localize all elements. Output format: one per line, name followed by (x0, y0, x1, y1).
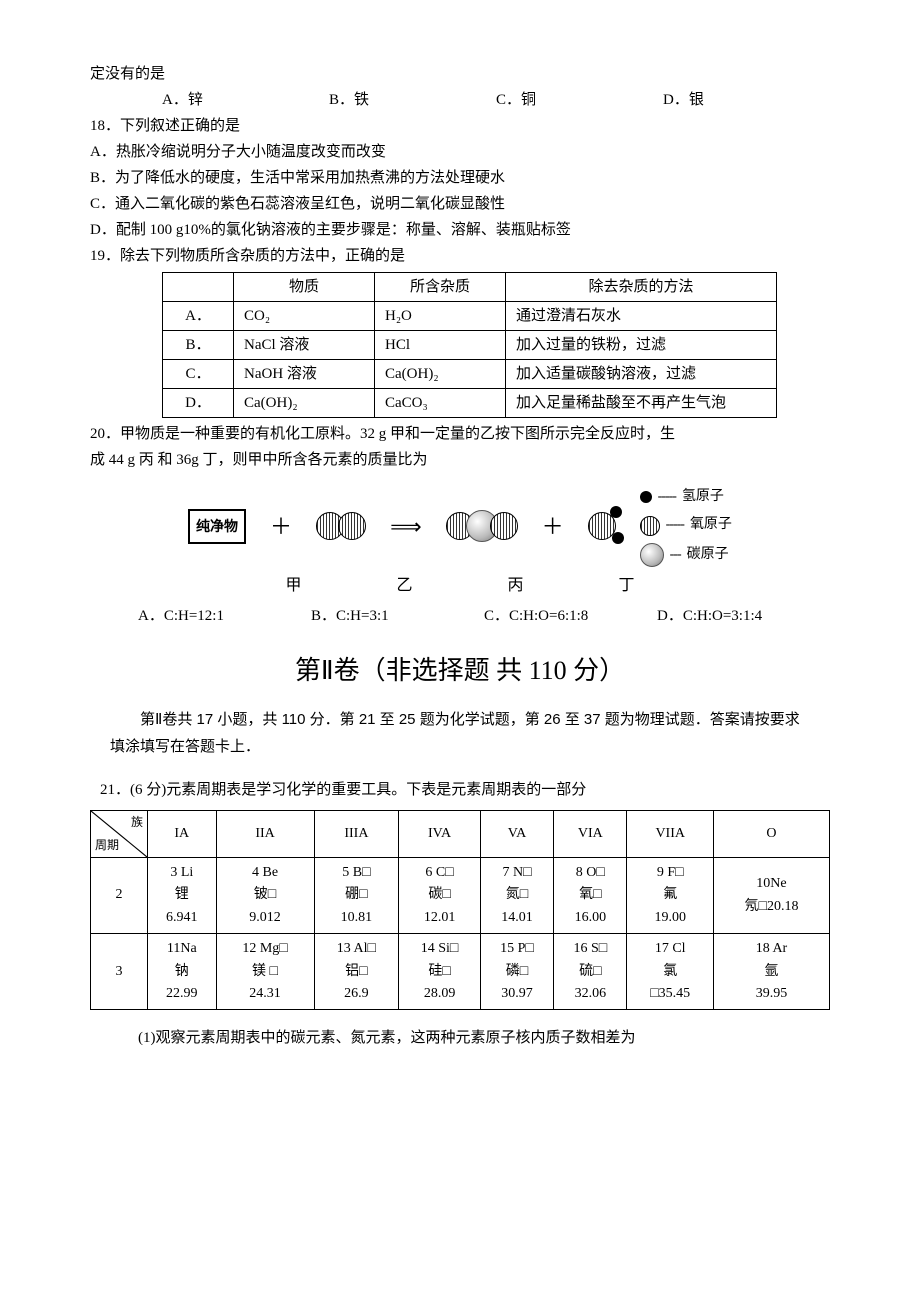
table-row: A． CO₂ H₂O 通过澄清石灰水 (163, 302, 777, 331)
q19-h0 (163, 273, 234, 302)
label-bing: 丙 (508, 573, 524, 599)
q20-options: A．C:H=12:1 B．C:H=3:1 C．C:H:O=6:1:8 D．C:H… (138, 604, 830, 628)
q19-h1: 物质 (234, 273, 375, 302)
period-2: 2 (91, 857, 148, 933)
legend-c: 碳原子 (687, 544, 729, 566)
q20-labels: 甲 乙 丙 丁 (90, 573, 830, 599)
legend-h: 氢原子 (682, 486, 724, 508)
q18-opt-d[interactable]: D．配制 100 g10%的氯化钠溶液的主要步骤是：称量、溶解、装瓶贴标签 (90, 218, 830, 242)
header-zu: 族 (131, 813, 143, 832)
cell-c: 6 C□碳□12.01 (399, 857, 481, 933)
table-row: 3 11Na钠22.99 12 Mg□镁 □24.31 13 Al□铝□26.9… (91, 934, 830, 1010)
q21-stem: 21．(6 分)元素周期表是学习化学的重要工具。下表是元素周期表的一部分 (100, 778, 830, 802)
q19-r2c0[interactable]: C． (163, 360, 234, 389)
table-row: C． NaOH 溶液 Ca(OH)₂ 加入适量碳酸钠溶液，过滤 (163, 360, 777, 389)
q20-opt-b[interactable]: B．C:H=3:1 (311, 604, 484, 628)
q18-opt-a[interactable]: A．热胀冷缩说明分子大小随温度改变而改变 (90, 140, 830, 164)
cell-ar: 18 Ar氩39.95 (713, 934, 829, 1010)
period-3: 3 (91, 934, 148, 1010)
q17-opt-c[interactable]: C．铜 (496, 88, 663, 112)
q18-stem: 18．下列叙述正确的是 (90, 114, 830, 138)
q20-stem2: 成 44 g 丙 和 36g 丁，则甲中所含各元素的质量比为 (90, 448, 830, 472)
q19-r3c1: Ca(OH)₂ (234, 389, 375, 418)
q19-h3: 除去杂质的方法 (506, 273, 777, 302)
cell-ne: 10Ne氖□20.18 (713, 857, 829, 933)
table-row: 2 3 Li锂6.941 4 Be铍□9.012 5 B□硼□10.81 6 C… (91, 857, 830, 933)
q19-r3c2: CaCO₃ (375, 389, 506, 418)
atom-legend: -----氢原子 -----氧原子 ---碳原子 (640, 486, 732, 567)
cell-b: 5 B□硼□10.81 (314, 857, 399, 933)
q17-options: A．锌 B．铁 C．铜 D．银 (162, 88, 830, 112)
label-ding: 丁 (619, 573, 635, 599)
q21-sub1: (1)观察元素周期表中的碳元素、氮元素，这两种元素原子核内质子数相差为 (138, 1026, 830, 1050)
q19-r0c3: 通过澄清石灰水 (506, 302, 777, 331)
q20-opt-c[interactable]: C．C:H:O=6:1:8 (484, 604, 657, 628)
section2-title: 第Ⅱ卷（非选择题 共 110 分） (90, 650, 830, 692)
q19-r2c2: Ca(OH)₂ (375, 360, 506, 389)
table-row: D． Ca(OH)₂ CaCO₃ 加入足量稀盐酸至不再产生气泡 (163, 389, 777, 418)
col-o: O (713, 810, 829, 857)
q20-opt-d[interactable]: D．C:H:O=3:1:4 (657, 604, 830, 628)
cell-al: 13 Al□铝□26.9 (314, 934, 399, 1010)
cell-na: 11Na钠22.99 (148, 934, 217, 1010)
cell-be: 4 Be铍□9.012 (216, 857, 314, 933)
cell-si: 14 Si□硅□28.09 (399, 934, 481, 1010)
col-ia: IA (148, 810, 217, 857)
q21-diag-header: 族 周期 (91, 810, 148, 857)
q19-stem: 19．除去下列物质所含杂质的方法中，正确的是 (90, 244, 830, 268)
q17-opt-d[interactable]: D．银 (663, 88, 830, 112)
cell-cl: 17 Cl氯□35.45 (627, 934, 713, 1010)
col-via: VIA (554, 810, 627, 857)
section2-desc: 第Ⅱ卷共 17 小题，共 110 分．第 21 至 25 题为化学试题，第 26… (110, 706, 810, 760)
q19-r3c0[interactable]: D． (163, 389, 234, 418)
cell-p: 15 P□磷□30.97 (480, 934, 553, 1010)
molecule-h2o (588, 512, 616, 540)
q19-r0c1: CO₂ (234, 302, 375, 331)
q19-r1c2: HCl (375, 331, 506, 360)
col-va: VA (480, 810, 553, 857)
cell-f: 9 F□氟19.00 (627, 857, 713, 933)
table-row: B． NaCl 溶液 HCl 加入过量的铁粉，过滤 (163, 331, 777, 360)
q19-table: 物质 所含杂质 除去杂质的方法 A． CO₂ H₂O 通过澄清石灰水 B． Na… (162, 272, 777, 418)
q21-periodic-table: 族 周期 IA IIA IIIA IVA VA VIA VIIA O 2 3 L… (90, 810, 830, 1010)
q18-opt-c[interactable]: C．通入二氧化碳的紫色石蕊溶液呈红色，说明二氧化碳显酸性 (90, 192, 830, 216)
q19-r2c1: NaOH 溶液 (234, 360, 375, 389)
pure-substance-box: 纯净物 (188, 509, 246, 543)
q19-r1c3: 加入过量的铁粉，过滤 (506, 331, 777, 360)
q19-r1c0[interactable]: B． (163, 331, 234, 360)
label-jia: 甲 (285, 573, 301, 599)
q20-stem1: 20．甲物质是一种重要的有机化工原料。32 g 甲和一定量的乙按下图所示完全反应… (90, 422, 830, 446)
q19-r3c3: 加入足量稀盐酸至不再产生气泡 (506, 389, 777, 418)
col-iva: IVA (399, 810, 481, 857)
label-yi: 乙 (396, 573, 412, 599)
q18-opt-b[interactable]: B．为了降低水的硬度，生活中常采用加热煮沸的方法处理硬水 (90, 166, 830, 190)
cell-mg: 12 Mg□镁 □24.31 (216, 934, 314, 1010)
molecule-o2 (316, 512, 366, 540)
col-iiia: IIIA (314, 810, 399, 857)
cell-o: 8 O□氧□16.00 (554, 857, 627, 933)
q19-r1c1: NaCl 溶液 (234, 331, 375, 360)
cell-s: 16 S□硫□32.06 (554, 934, 627, 1010)
q19-r2c3: 加入适量碳酸钠溶液，过滤 (506, 360, 777, 389)
molecule-co2 (446, 510, 518, 542)
cell-n: 7 N□氮□14.01 (480, 857, 553, 933)
col-viia: VIIA (627, 810, 713, 857)
q20-opt-a[interactable]: A．C:H=12:1 (138, 604, 311, 628)
legend-o: 氧原子 (690, 514, 732, 536)
q19-r0c2: H₂O (375, 302, 506, 331)
q17-opt-b[interactable]: B．铁 (329, 88, 496, 112)
q19-h2: 所含杂质 (375, 273, 506, 302)
arrow-icon: ⟹ (390, 509, 422, 544)
q17-stem-cont: 定没有的是 (90, 62, 830, 86)
q19-r0c0[interactable]: A． (163, 302, 234, 331)
col-iia: IIA (216, 810, 314, 857)
cell-li: 3 Li锂6.941 (148, 857, 217, 933)
q17-opt-a[interactable]: A．锌 (162, 88, 329, 112)
header-zhouqi: 周期 (95, 836, 119, 855)
q20-reaction-diagram: 纯净物 ＋ ⟹ ＋ -----氢原子 -----氧原子 ---碳原子 (90, 486, 830, 567)
